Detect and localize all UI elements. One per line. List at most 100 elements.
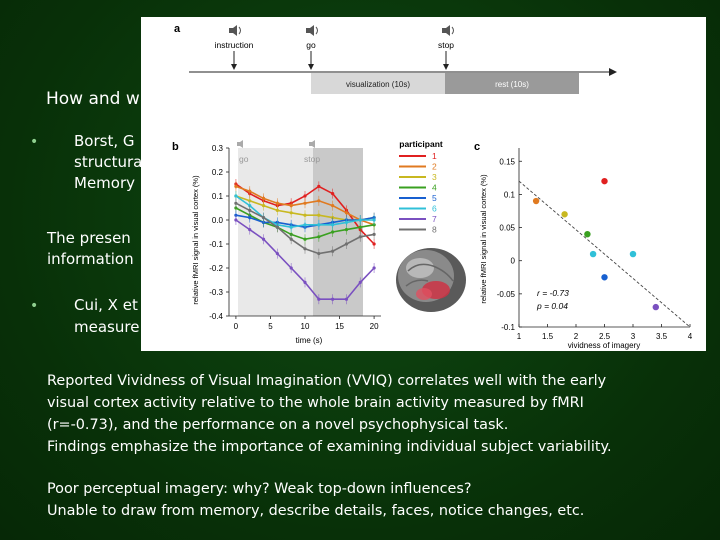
c-y-tick-label: 0.05: [499, 224, 515, 233]
c-x-tick-label: 1: [517, 332, 522, 341]
data-point: [275, 201, 279, 205]
data-point: [331, 204, 335, 208]
stop-label: stop: [304, 154, 320, 164]
slide-heading: How and w: [46, 89, 140, 109]
legend-label: 5: [432, 193, 437, 203]
data-point: [331, 223, 335, 227]
speaker-icon: [229, 25, 241, 36]
data-point: [303, 247, 307, 251]
data-point: [331, 230, 335, 234]
para1-line3: (r=-0.73), and the performance on a nove…: [47, 417, 509, 433]
data-point: [234, 201, 238, 205]
data-point: [289, 266, 293, 270]
panel-a-label: a: [174, 23, 181, 35]
data-point: [261, 216, 266, 220]
data-point: [261, 237, 266, 241]
c-y-tick-label: 0: [511, 257, 516, 266]
bullet2-line1: Cui, X et: [74, 296, 138, 314]
stat-r: r = -0.73: [537, 288, 569, 298]
bullet1-line1: Borst, G: [74, 132, 135, 150]
b-y-tick-label: -0.1: [209, 240, 223, 249]
speaker-icon: [237, 140, 243, 148]
legend-label: 3: [432, 172, 437, 182]
visualization-shading: [313, 148, 363, 316]
event-arrow-head: [231, 64, 237, 70]
c-y-tick-label: 0.15: [499, 157, 515, 166]
scatter-point: [589, 250, 597, 258]
data-point: [234, 218, 238, 222]
scatter-point: [629, 250, 637, 258]
para2-line1: Poor perceptual imagery: why? Weak top-d…: [47, 481, 472, 497]
data-point: [358, 225, 362, 229]
data-point: [317, 297, 321, 301]
event-arrow-head: [308, 64, 314, 70]
legend-label: 2: [432, 162, 437, 172]
data-point: [275, 208, 279, 212]
data-point: [289, 204, 293, 208]
data-point: [317, 199, 321, 203]
c-x-tick-label: 2.5: [599, 332, 611, 341]
data-point: [248, 189, 252, 193]
b-y-label: relative fMRI signal in visual cortex (%…: [191, 175, 200, 305]
visualization-bar: [311, 73, 445, 94]
bullet1-line3: Memory: [74, 174, 136, 192]
legend-label: 8: [432, 225, 437, 235]
data-point: [372, 232, 376, 236]
legend-label: 7: [432, 214, 437, 224]
speaker-icon: [309, 140, 315, 148]
b-y-tick-label: 0.2: [212, 168, 224, 177]
data-point: [317, 184, 321, 188]
c-x-tick-label: 3.5: [656, 332, 668, 341]
data-point: [372, 242, 376, 246]
fit-line: [518, 180, 691, 328]
panel-c-label: c: [474, 141, 480, 153]
bullet-marker: •: [30, 298, 39, 314]
b-y-tick-label: -0.2: [209, 264, 223, 273]
data-point: [248, 208, 252, 212]
b-x-tick-label: 15: [335, 322, 344, 331]
data-point: [275, 225, 279, 229]
c-y-tick-label: -0.1: [501, 323, 515, 332]
b-x-tick-label: 0: [234, 322, 239, 331]
c-y-label: relative fMRI signal in visual cortex (%…: [479, 174, 488, 304]
c-x-tick-label: 3: [631, 332, 636, 341]
event-arrow-head: [443, 64, 449, 70]
scatter-point: [652, 303, 659, 311]
legend-title: participant: [399, 139, 443, 149]
event-go: go: [306, 40, 316, 50]
data-point: [372, 218, 376, 222]
data-point: [289, 225, 293, 229]
data-point: [344, 242, 349, 246]
b-x-tick-label: 5: [268, 322, 273, 331]
b-x-tick-label: 10: [301, 322, 310, 331]
data-point: [358, 280, 362, 284]
data-point: [234, 184, 238, 188]
data-point: [289, 211, 293, 215]
data-point: [261, 204, 266, 208]
b-y-tick-label: 0.1: [212, 192, 224, 201]
c-x-tick-label: 4: [688, 332, 693, 341]
scatter-point: [601, 274, 608, 281]
figure-svg: a instruction go stop visualization (10s…: [172, 23, 693, 350]
para1-line2: visual cortex activity relative to the w…: [47, 395, 584, 411]
c-y-tick-label: 0.1: [504, 190, 516, 199]
data-point: [331, 249, 335, 253]
speaker-icon: [442, 25, 454, 36]
bullet-marker: •: [30, 134, 39, 150]
b-y-tick-label: -0.4: [209, 312, 223, 321]
data-point: [317, 223, 321, 227]
legend-label: 1: [432, 151, 437, 161]
data-point: [234, 194, 238, 198]
legend-label: 4: [432, 183, 437, 193]
scatter-point: [601, 177, 608, 185]
para2-line2: Unable to draw from memory, describe det…: [47, 503, 585, 519]
c-x-label: vividness of imagery: [568, 341, 640, 350]
data-point: [248, 228, 252, 232]
data-point: [317, 252, 321, 256]
b-x-label: time (s): [296, 336, 323, 345]
panel-b-label: b: [172, 141, 179, 153]
data-point: [331, 192, 335, 196]
speaker-icon: [306, 25, 318, 36]
data-point: [344, 297, 349, 301]
c-x-tick-label: 1.5: [542, 332, 554, 341]
